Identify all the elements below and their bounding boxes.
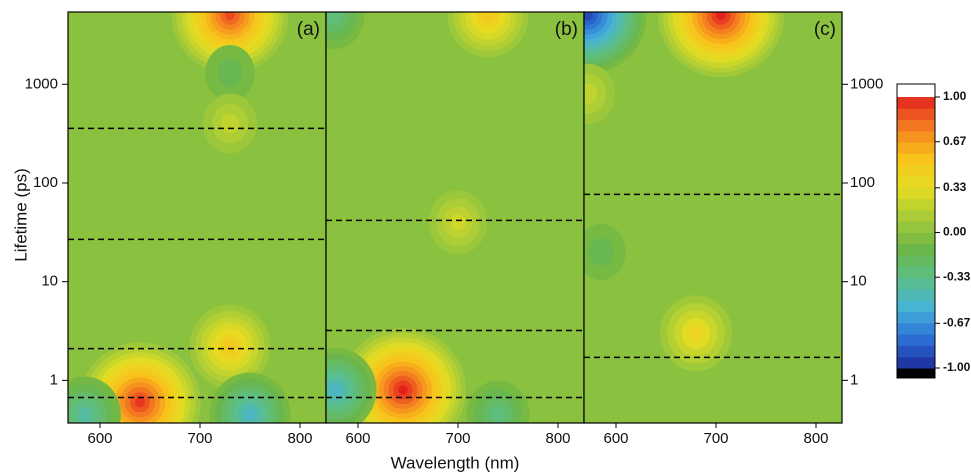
contour-feature bbox=[660, 295, 732, 372]
contour-level bbox=[584, 12, 593, 21]
colorbar-tick-label: 1.00 bbox=[943, 89, 967, 103]
colorbar-band bbox=[897, 153, 935, 166]
contour-level bbox=[244, 408, 256, 421]
contour-level bbox=[224, 340, 236, 353]
colorbar-under bbox=[897, 368, 935, 378]
contour-level bbox=[217, 59, 243, 88]
contour-feature bbox=[428, 190, 488, 255]
y-tick-label: 1000 bbox=[25, 75, 58, 92]
x-tick-label: 700 bbox=[445, 430, 470, 447]
colorbar-band bbox=[897, 266, 935, 279]
contour-level bbox=[588, 237, 614, 266]
contour-feature bbox=[209, 372, 291, 423]
y-tick-label: 1000 bbox=[850, 75, 883, 92]
contour-feature bbox=[203, 93, 257, 154]
y-tick-label: 1 bbox=[850, 371, 858, 388]
y-tick-label: 100 bbox=[850, 174, 875, 191]
contour-feature bbox=[584, 63, 615, 124]
contour-level bbox=[134, 397, 146, 408]
x-tick-label: 600 bbox=[603, 430, 628, 447]
panel-label: (a) bbox=[297, 19, 320, 40]
colorbar-band bbox=[897, 277, 935, 290]
colorbar-frame bbox=[896, 83, 936, 379]
colorbar-tick-label: -1.00 bbox=[943, 360, 971, 374]
x-axis-label: Wavelength (nm) bbox=[391, 453, 520, 472]
colorbar-band bbox=[897, 288, 935, 301]
y-axis-label: Lifetime (ps) bbox=[11, 168, 30, 262]
x-tick-label: 600 bbox=[345, 430, 370, 447]
colorbar-band bbox=[897, 176, 935, 188]
x-tick-label: 800 bbox=[803, 430, 828, 447]
contour-feature bbox=[584, 223, 626, 280]
colorbar-band bbox=[897, 187, 935, 200]
contour-level bbox=[225, 12, 235, 21]
x-tick-label: 600 bbox=[87, 430, 112, 447]
contour-level bbox=[326, 12, 341, 24]
panel bbox=[326, 12, 584, 423]
colorbar-tick-label: 0.00 bbox=[943, 225, 967, 239]
panel-label: (b) bbox=[555, 19, 578, 40]
x-tick-label: 700 bbox=[703, 430, 728, 447]
panel-label: (c) bbox=[814, 19, 836, 40]
colorbar-band bbox=[897, 243, 935, 256]
colorbar-band bbox=[897, 198, 935, 211]
colorbar-band bbox=[897, 119, 935, 132]
contour-feature bbox=[68, 376, 121, 423]
contour-feature bbox=[79, 342, 201, 423]
colorbar-band bbox=[897, 311, 935, 324]
colorbar-band bbox=[897, 108, 935, 121]
colorbar-tick-label: -0.67 bbox=[943, 315, 971, 329]
colorbar-band bbox=[897, 300, 935, 313]
x-tick-label: 800 bbox=[287, 430, 312, 447]
contour-feature bbox=[466, 380, 530, 423]
panel bbox=[584, 12, 842, 423]
colorbar-band bbox=[897, 221, 935, 233]
contour-level bbox=[450, 214, 466, 231]
contour-level bbox=[221, 113, 239, 134]
contour-level bbox=[584, 83, 597, 104]
contour-feature bbox=[340, 327, 466, 423]
contour-feature bbox=[447, 12, 529, 58]
colorbar-band bbox=[897, 356, 935, 369]
contour-level bbox=[330, 383, 342, 396]
contour-level bbox=[688, 325, 704, 341]
colorbar-band bbox=[897, 255, 935, 267]
y-tick-label: 10 bbox=[41, 273, 58, 290]
colorbar-band bbox=[897, 130, 935, 143]
contour-feature bbox=[171, 12, 289, 74]
colorbar-band bbox=[897, 232, 935, 245]
colorbar-tick-label: -0.33 bbox=[943, 269, 971, 283]
contour-level bbox=[482, 12, 494, 22]
contour-level bbox=[77, 407, 93, 423]
colorbar-over bbox=[897, 84, 935, 97]
contour-feature bbox=[658, 12, 784, 78]
panel bbox=[68, 12, 326, 423]
contour-feature bbox=[189, 304, 271, 389]
x-tick-label: 800 bbox=[545, 430, 570, 447]
colorbar-band bbox=[897, 345, 935, 358]
colorbar-tick-label: 0.33 bbox=[943, 180, 967, 194]
colorbar-band bbox=[897, 322, 935, 335]
colorbar-band bbox=[897, 334, 935, 346]
x-tick-label: 700 bbox=[187, 430, 212, 447]
colorbar-band bbox=[897, 209, 935, 222]
colorbar: 1.00 0.67 0.33 0.00 -0.33 -0.67 -1.00 bbox=[896, 83, 971, 379]
contour-feature bbox=[326, 12, 365, 50]
y-tick-label: 10 bbox=[850, 273, 867, 290]
colorbar-tick-label: 0.67 bbox=[943, 134, 967, 148]
panel-frame bbox=[583, 11, 843, 424]
contour-feature bbox=[205, 45, 255, 102]
colorbar-band bbox=[897, 97, 935, 109]
y-tick-label: 100 bbox=[33, 174, 58, 191]
colorbar-band bbox=[897, 142, 935, 154]
contour-level bbox=[490, 406, 506, 423]
colorbar-band bbox=[897, 164, 935, 177]
contour-level bbox=[716, 12, 726, 21]
y-tick-label: 1 bbox=[50, 371, 58, 388]
contour-feature bbox=[326, 347, 377, 423]
contour-level bbox=[398, 385, 408, 395]
contour-feature bbox=[584, 12, 647, 74]
